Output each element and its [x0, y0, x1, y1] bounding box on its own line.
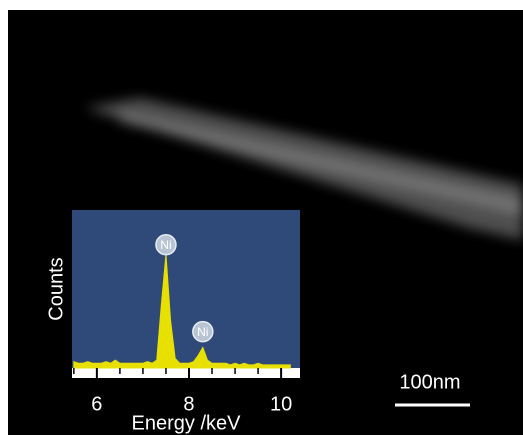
- x-axis-label: Energy /keV: [132, 412, 242, 434]
- scale-bar-label: 100nm: [399, 371, 460, 393]
- x-tick-label: 6: [91, 393, 102, 415]
- spectrum-panel: [72, 210, 300, 368]
- peak-label: Ni: [197, 325, 208, 339]
- peak-label: Ni: [160, 238, 171, 252]
- y-axis-label: Counts: [45, 257, 67, 320]
- figure: Counts Energy /keV 100nm 6 8 10 Ni Ni: [0, 0, 523, 435]
- x-axis-strip: [72, 368, 300, 378]
- x-tick-label: 10: [270, 393, 292, 415]
- x-tick-label: 8: [183, 393, 194, 415]
- page: {"chart_data": {"type": "area", "xlabel"…: [0, 0, 523, 435]
